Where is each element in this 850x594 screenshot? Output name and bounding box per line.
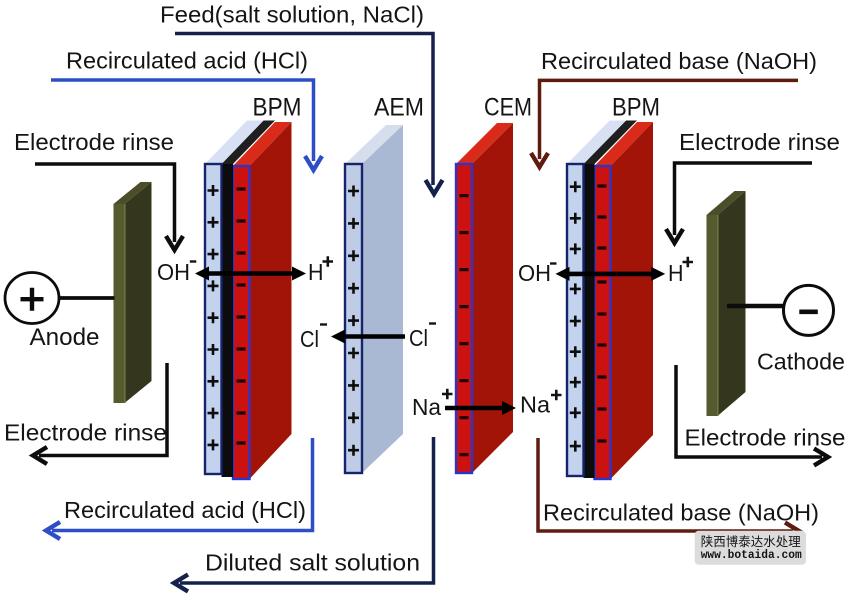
svg-text:Electrode rinse: Electrode rinse — [679, 129, 840, 155]
svg-text:www.botaida.com: www.botaida.com — [701, 548, 802, 562]
svg-text:Electrode rinse: Electrode rinse — [4, 420, 167, 446]
svg-text:Recirculated base (NaOH): Recirculated base (NaOH) — [541, 48, 817, 74]
svg-text:OH: OH — [157, 259, 190, 285]
svg-text:Feed(salt solution, NaCl): Feed(salt solution, NaCl) — [160, 2, 424, 28]
svg-text:陕西博泰达水处理: 陕西博泰达水处理 — [701, 534, 801, 549]
svg-text:CEM: CEM — [484, 94, 532, 122]
svg-text:Cl: Cl — [300, 326, 319, 352]
svg-text:Recirculated acid (HCl): Recirculated acid (HCl) — [66, 48, 308, 74]
svg-text:Diluted salt solution: Diluted salt solution — [205, 550, 420, 576]
svg-text:Electrode rinse: Electrode rinse — [685, 425, 846, 451]
svg-text:Anode: Anode — [30, 324, 100, 351]
svg-text:Recirculated base (NaOH): Recirculated base (NaOH) — [543, 500, 819, 526]
svg-text:Na: Na — [412, 394, 441, 420]
svg-text:BPM: BPM — [253, 94, 302, 122]
svg-text:H: H — [668, 260, 684, 286]
svg-text:BPM: BPM — [612, 94, 660, 122]
svg-text:Na: Na — [520, 391, 550, 417]
svg-text:H: H — [308, 259, 324, 285]
svg-text:Cathode: Cathode — [757, 349, 845, 375]
svg-text:Cl: Cl — [409, 325, 428, 351]
svg-text:Electrode rinse: Electrode rinse — [14, 129, 174, 155]
svg-text:AEM: AEM — [374, 94, 424, 122]
svg-text:Recirculated acid (HCl): Recirculated acid (HCl) — [64, 497, 306, 523]
svg-text:OH: OH — [518, 260, 551, 286]
